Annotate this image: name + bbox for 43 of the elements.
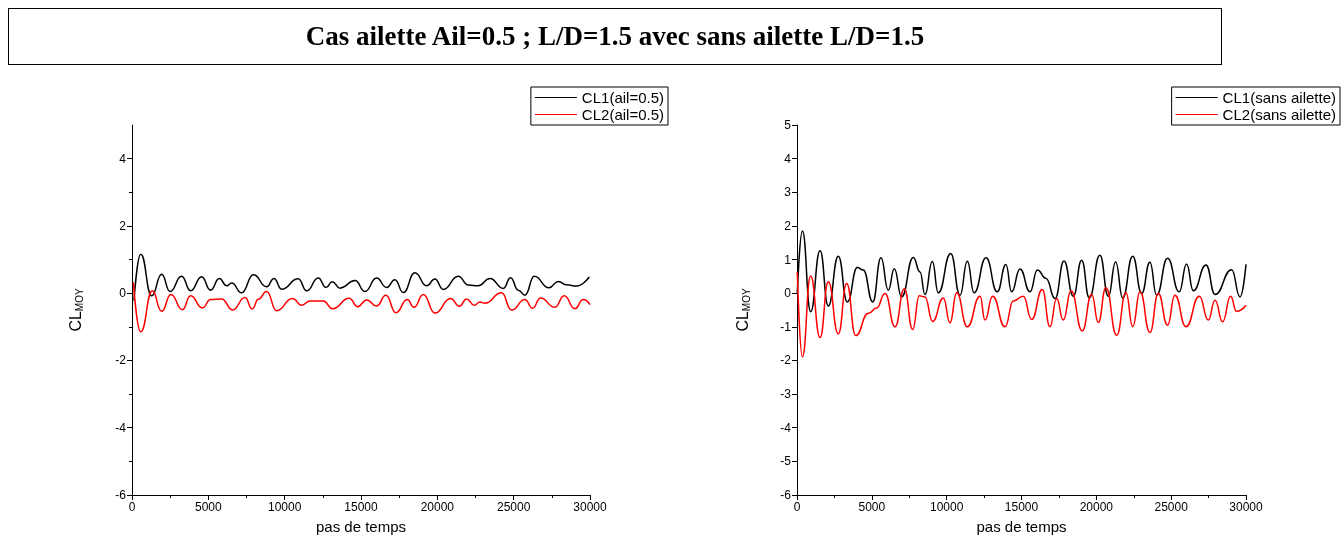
x-tick-label: 10000 — [267, 500, 302, 514]
x-tick-label: 15000 — [344, 500, 379, 514]
x-tick-label: 25000 — [496, 500, 531, 514]
chart-title: Cas ailette Ail=0.5 ; L/D=1.5 avec sans ailette L/D=1.5 — [8, 8, 1222, 65]
y-tick-label: -4 — [780, 420, 792, 435]
line-series — [796, 271, 1247, 358]
y-tick-label: -3 — [780, 387, 792, 402]
x-axis-title: pas de temps — [315, 518, 407, 535]
x-tick-label: 30000 — [1229, 500, 1264, 514]
y-tick-label: 4 — [784, 151, 792, 166]
y-tick-label: -2 — [780, 353, 792, 368]
y-tick-label: 4 — [119, 151, 127, 166]
legend-label: CL2(ail=0.5) — [581, 106, 665, 123]
y-tick-label: 1 — [784, 252, 792, 267]
x-tick-label: 30000 — [573, 500, 608, 514]
y-tick-label: -6 — [780, 488, 792, 502]
x-tick-label: 20000 — [1079, 500, 1114, 514]
y-tick-label: -4 — [115, 420, 127, 435]
x-tick-label: 0 — [793, 500, 801, 514]
y-tick-label: 3 — [784, 185, 792, 200]
x-tick-label: 5000 — [858, 500, 886, 514]
y-tick-label: 2 — [119, 218, 127, 233]
line-series — [132, 281, 591, 333]
y-tick-label: 5 — [784, 118, 792, 132]
y-tick-label: -2 — [115, 353, 127, 368]
x-tick-label: 15000 — [1004, 500, 1039, 514]
y-tick-label: 0 — [784, 286, 792, 301]
legend-label: CL1(ail=0.5) — [581, 89, 665, 106]
y-tick-label: 0 — [119, 286, 127, 301]
x-tick-label: 0 — [128, 500, 136, 514]
x-axis-title: pas de temps — [976, 518, 1067, 535]
legend-label: CL2(sans ailette) — [1222, 106, 1336, 123]
y-tick-label: -5 — [780, 454, 792, 469]
y-tick-label: 2 — [784, 218, 792, 233]
y-tick-label: -6 — [115, 488, 127, 502]
x-tick-label: 10000 — [929, 500, 964, 514]
x-tick-label: 25000 — [1154, 500, 1189, 514]
x-tick-label: 20000 — [420, 500, 455, 514]
y-axis-title: CLMOY — [733, 288, 752, 332]
x-tick-label: 5000 — [194, 500, 222, 514]
y-axis-title: CLMOY — [66, 288, 85, 332]
y-tick-label: -1 — [780, 319, 792, 334]
legend-label: CL1(sans ailette) — [1222, 89, 1336, 106]
